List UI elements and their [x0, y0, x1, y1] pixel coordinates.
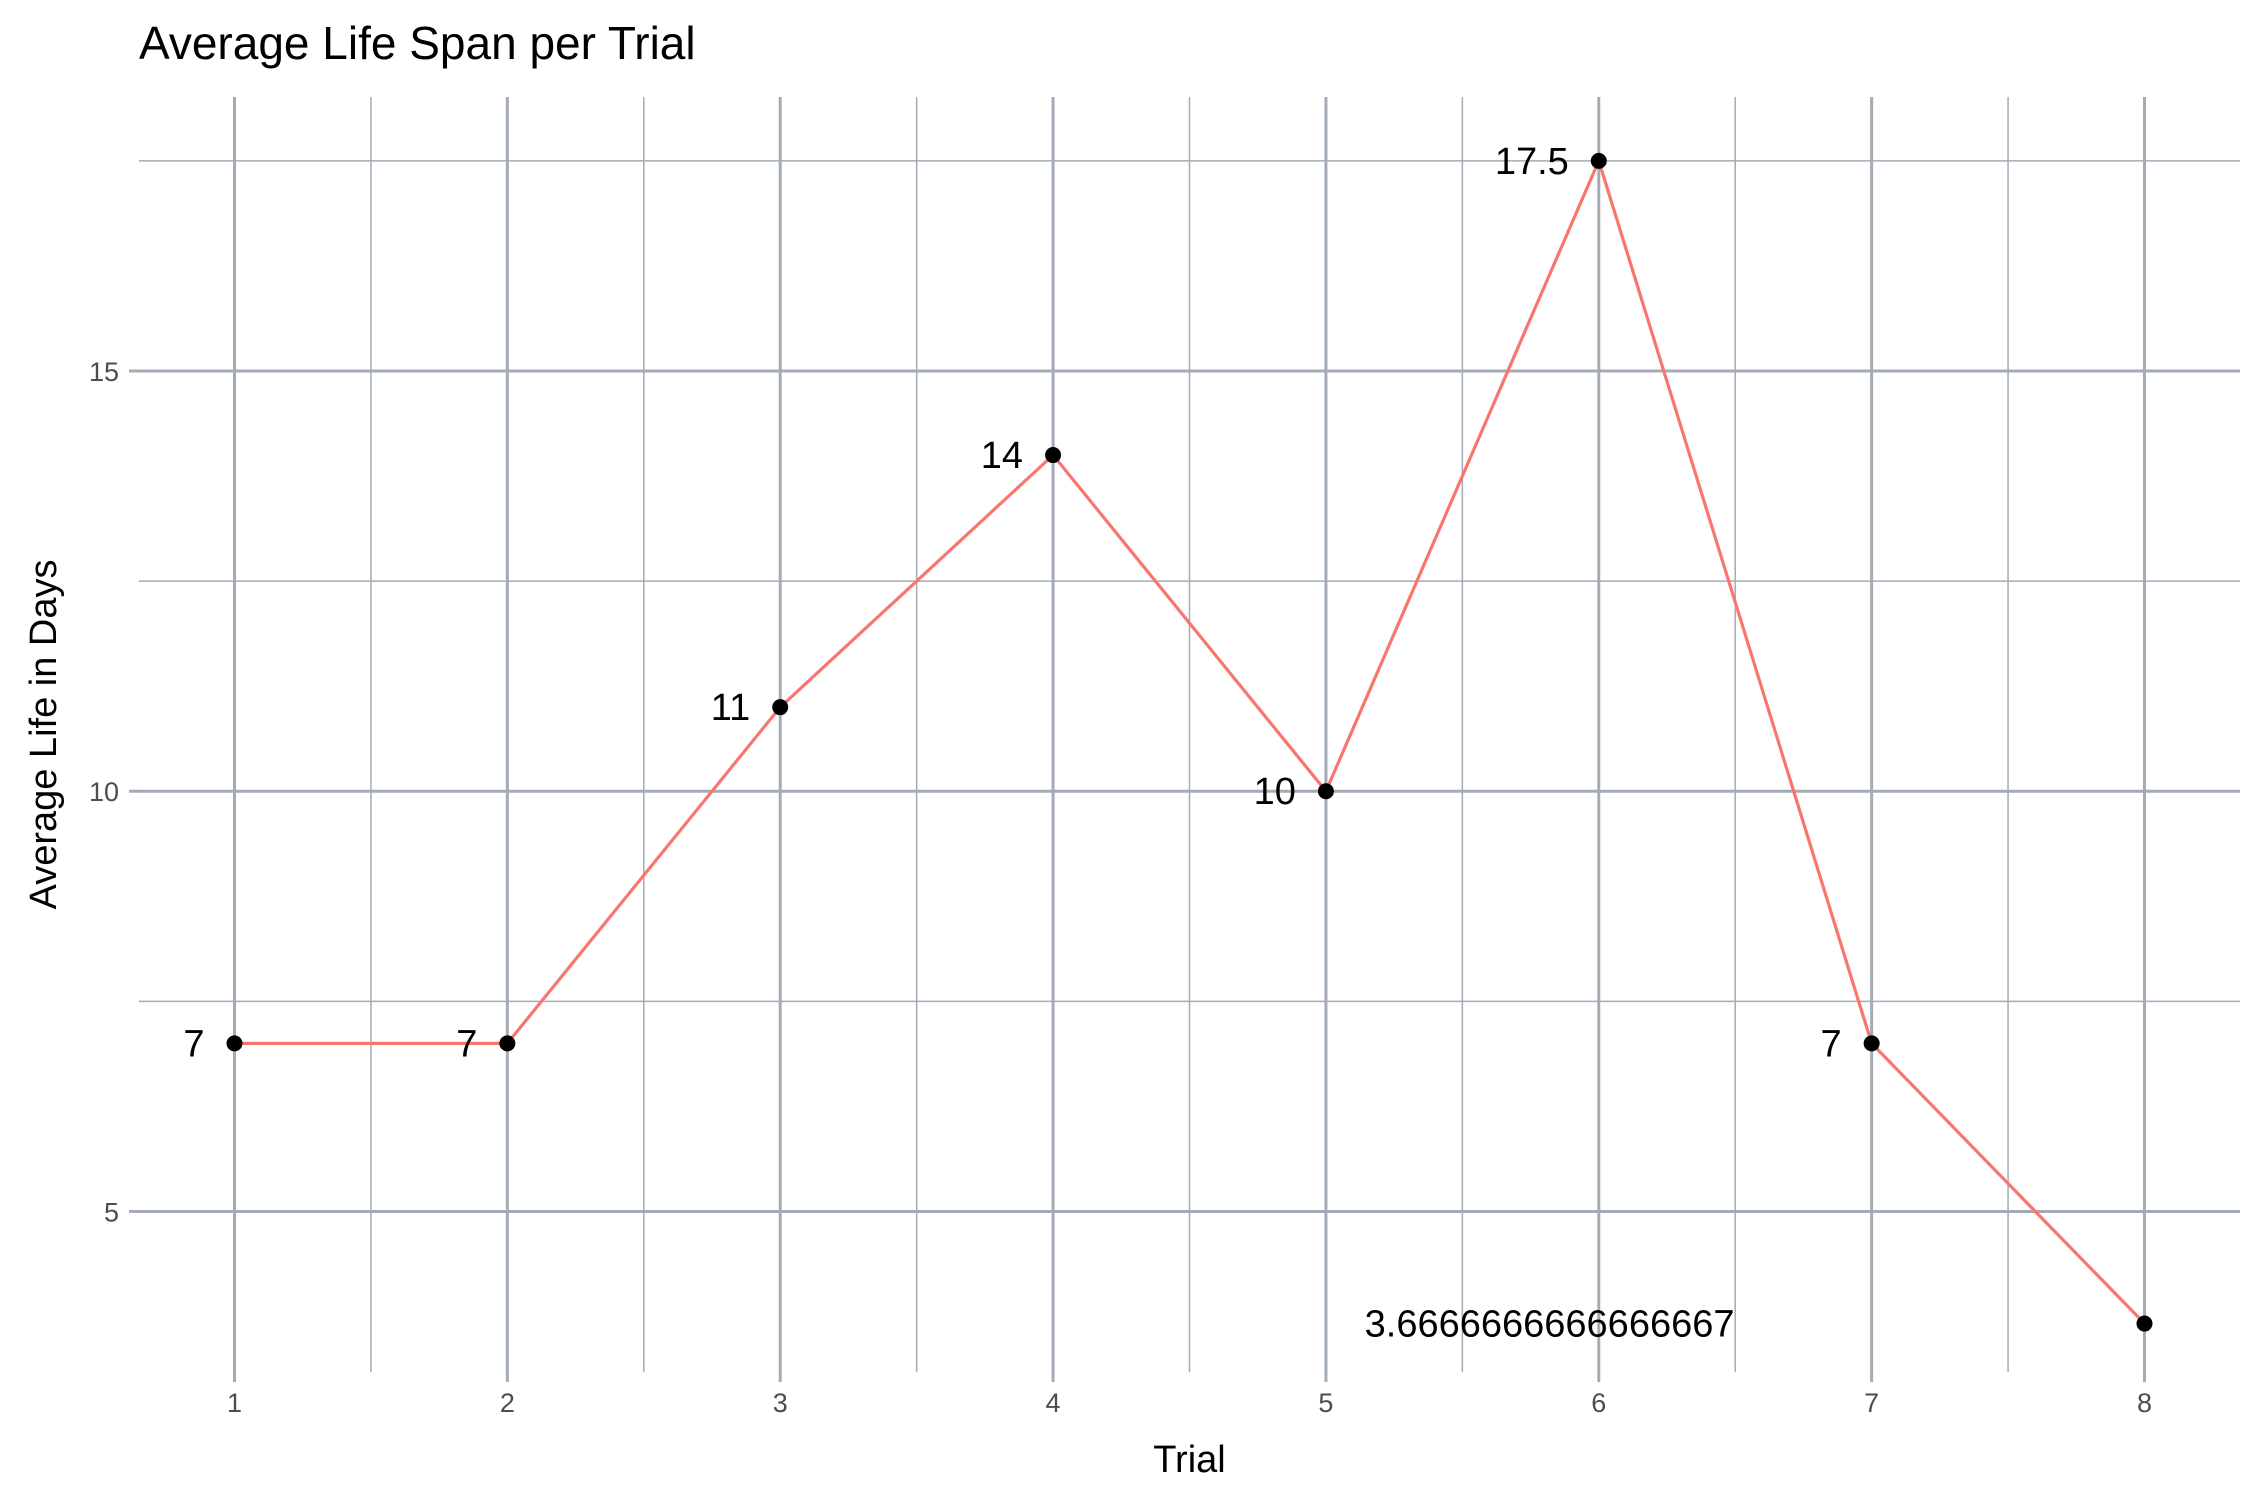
data-point: [2136, 1315, 2153, 1332]
data-label: 14: [981, 435, 1023, 477]
x-tick-label: 6: [1591, 1388, 1606, 1418]
data-point: [1590, 152, 1607, 169]
y-tick-label: 10: [89, 777, 119, 807]
chart-title: Average Life Span per Trial: [139, 17, 696, 69]
x-tick-label: 3: [773, 1388, 788, 1418]
grid: [139, 97, 2240, 1372]
data-label: 17.5: [1495, 141, 1569, 183]
x-tick-label: 2: [500, 1388, 515, 1418]
data-label: 7: [183, 1023, 204, 1065]
data-point: [499, 1035, 516, 1052]
series-line: [234, 156, 2146, 1325]
data-label: 3.6666666666666667: [1365, 1304, 1735, 1346]
data-label: 11: [711, 687, 750, 729]
x-tick-label: 4: [1046, 1388, 1061, 1418]
data-label: 7: [456, 1023, 477, 1065]
x-tick-label: 1: [227, 1388, 242, 1418]
data-point: [1863, 1035, 1880, 1052]
y-tick-label: 5: [104, 1197, 119, 1227]
data-labels: 7 7 11 14 10 17.5 7 3.6666666666666667: [183, 141, 1841, 1346]
data-point: [226, 1035, 243, 1052]
data-label: 10: [1254, 771, 1296, 813]
data-point: [1045, 447, 1062, 464]
y-axis-title: Average Life in Days: [23, 560, 65, 910]
data-point: [1317, 783, 1334, 800]
x-tick-label: 8: [2137, 1388, 2152, 1418]
x-axis-title: Trial: [1153, 1439, 1225, 1481]
data-point: [772, 699, 789, 716]
y-tick-label: 15: [89, 357, 119, 387]
data-label: 7: [1821, 1023, 1842, 1065]
series: [226, 152, 2153, 1332]
x-tick-label: 5: [1318, 1388, 1333, 1418]
x-tick-label: 7: [1864, 1388, 1879, 1418]
axes: Trial Average Life in Days 1 2 3 4 5 6 7 8 5 10 15: [23, 357, 2152, 1481]
